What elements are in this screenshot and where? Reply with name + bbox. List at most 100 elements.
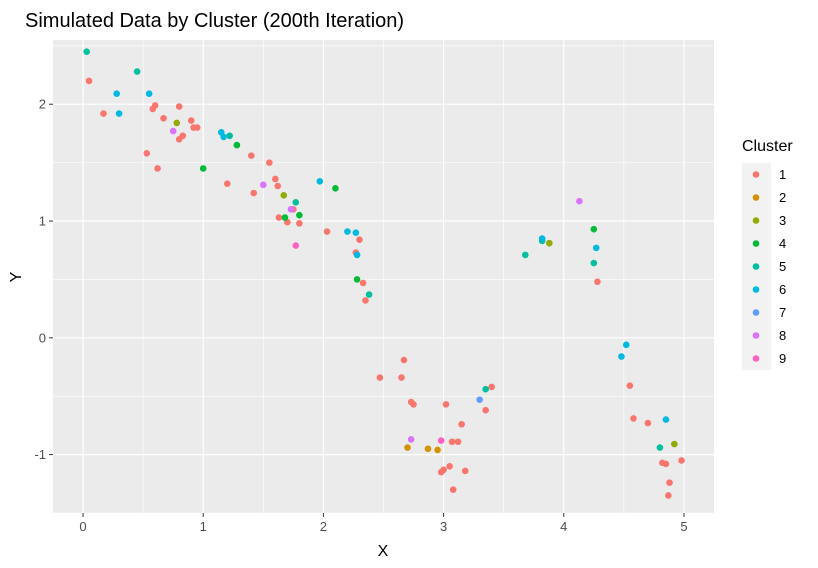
- data-point-cluster-1: [446, 462, 453, 470]
- data-point-cluster-1: [400, 356, 408, 364]
- data-point-cluster-4: [296, 211, 303, 219]
- legend-key-cluster-5: [752, 263, 760, 270]
- data-point-cluster-1: [275, 214, 283, 221]
- data-point-cluster-6: [145, 90, 153, 98]
- data-point-cluster-4: [199, 165, 207, 172]
- data-point-cluster-4: [233, 141, 241, 149]
- data-point-cluster-3: [173, 119, 181, 127]
- data-point-cluster-1: [458, 420, 465, 428]
- x-axis-ticks: 0 1 2 3 4 5: [79, 513, 688, 534]
- data-point-cluster-1: [85, 77, 93, 85]
- data-point-cluster-1: [359, 279, 367, 287]
- data-point-cluster-8: [407, 436, 415, 443]
- data-point-cluster-5: [83, 48, 90, 55]
- data-point-cluster-4: [353, 276, 361, 283]
- data-point-cluster-1: [274, 182, 282, 190]
- legend-label-cluster-6: 6: [779, 282, 786, 297]
- y-tick-label: 1: [39, 214, 46, 229]
- data-point-cluster-1: [594, 278, 601, 286]
- data-point-cluster-5: [133, 68, 141, 75]
- data-point-cluster-9: [437, 437, 445, 444]
- legend-key-cluster-6: [752, 286, 760, 293]
- data-point-cluster-5: [656, 444, 664, 451]
- y-tick-label: 2: [39, 97, 46, 112]
- x-tick-label: 3: [440, 519, 447, 534]
- legend-label-cluster-8: 8: [779, 328, 786, 343]
- data-point-cluster-6: [353, 251, 361, 259]
- data-point-cluster-1: [179, 132, 187, 140]
- data-point-cluster-2: [404, 444, 411, 451]
- major-grid: [53, 40, 714, 513]
- data-point-cluster-8: [576, 197, 583, 205]
- data-point-cluster-1: [454, 438, 462, 446]
- legend-key-cluster-8: [752, 332, 760, 339]
- data-point-cluster-1: [151, 102, 159, 109]
- data-point-cluster-6: [538, 235, 546, 242]
- data-point-cluster-5: [292, 199, 300, 206]
- legend-label-cluster-7: 7: [779, 305, 786, 320]
- data-point-cluster-4: [281, 214, 289, 221]
- data-point-cluster-1: [154, 165, 161, 172]
- data-point-cluster-1: [272, 175, 279, 183]
- data-point-cluster-1: [250, 189, 258, 197]
- data-point-cluster-6: [618, 353, 625, 360]
- data-point-cluster-1: [296, 220, 303, 227]
- data-point-cluster-1: [410, 401, 417, 408]
- x-tick-label: 5: [680, 519, 687, 534]
- data-point-cluster-1: [630, 415, 637, 422]
- data-point-cluster-1: [100, 110, 107, 117]
- data-point-cluster-1: [448, 438, 456, 446]
- legend: Cluster 1 2 3 4 5 6 7 8 9: [742, 138, 793, 370]
- data-point-cluster-6: [316, 178, 324, 185]
- minor-grid: [53, 40, 714, 514]
- data-point-cluster-1: [266, 159, 273, 166]
- data-point-cluster-5: [226, 132, 233, 140]
- x-tick-label: 0: [79, 519, 86, 534]
- legend-key-cluster-3: [752, 217, 760, 224]
- data-point-cluster-6: [662, 416, 670, 423]
- data-points: [83, 48, 685, 499]
- legend-items: 1 2 3 4 5 6 7 8 9: [742, 163, 786, 370]
- data-point-cluster-8: [169, 127, 177, 135]
- data-point-cluster-5: [365, 291, 373, 298]
- data-point-cluster-1: [223, 180, 231, 187]
- legend-label-cluster-5: 5: [779, 259, 786, 274]
- data-point-cluster-2: [424, 445, 432, 453]
- data-point-cluster-1: [376, 374, 384, 381]
- x-tick-label: 1: [200, 519, 207, 534]
- legend-title: Cluster: [742, 138, 793, 155]
- data-point-cluster-1: [323, 228, 331, 235]
- data-point-cluster-6: [352, 229, 360, 237]
- legend-label-cluster-2: 2: [779, 190, 786, 205]
- data-point-cluster-2: [434, 446, 441, 454]
- data-point-cluster-1: [143, 149, 151, 157]
- data-point-cluster-6: [115, 110, 123, 117]
- data-point-cluster-5: [522, 251, 529, 259]
- data-point-cluster-1: [488, 383, 495, 391]
- data-point-cluster-8: [287, 206, 295, 213]
- y-tick-label: 0: [39, 330, 46, 345]
- data-point-cluster-6: [113, 90, 120, 98]
- data-point-cluster-1: [482, 406, 489, 414]
- data-point-cluster-6: [592, 244, 600, 252]
- data-point-cluster-1: [362, 297, 369, 304]
- data-point-cluster-1: [193, 124, 201, 131]
- data-point-cluster-1: [248, 152, 255, 159]
- legend-label-cluster-9: 9: [779, 351, 786, 366]
- data-point-cluster-6: [622, 341, 630, 349]
- data-point-cluster-1: [626, 382, 634, 389]
- data-point-cluster-1: [442, 401, 450, 408]
- data-point-cluster-8: [260, 181, 267, 189]
- data-point-cluster-1: [175, 103, 183, 110]
- legend-key-cluster-7: [752, 309, 760, 316]
- data-point-cluster-7: [476, 396, 483, 404]
- data-point-cluster-1: [461, 467, 469, 475]
- data-point-cluster-6: [344, 228, 351, 235]
- data-point-cluster-1: [662, 460, 670, 468]
- data-point-cluster-5: [482, 385, 489, 393]
- legend-label-cluster-3: 3: [779, 213, 786, 228]
- y-axis-title: Y: [8, 271, 25, 282]
- data-point-cluster-1: [187, 117, 195, 124]
- data-point-cluster-1: [666, 479, 673, 486]
